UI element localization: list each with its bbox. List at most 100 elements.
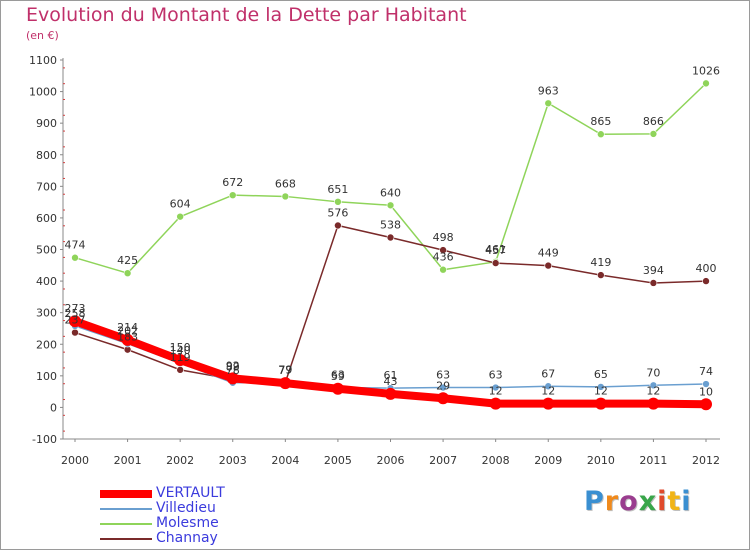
data-label-channay: 498 [433, 231, 454, 244]
data-point-vertault [69, 315, 81, 328]
data-label-villedieu: 74 [699, 365, 713, 378]
data-point-channay [649, 279, 658, 287]
data-point-vertault [331, 382, 344, 395]
data-label-molesme: 640 [380, 186, 401, 199]
data-point-vertault [174, 354, 187, 367]
data-label-villedieu: 61 [384, 369, 398, 382]
x-tick-label: 2009 [534, 454, 562, 467]
x-tick-label: 2001 [114, 454, 142, 467]
data-label-vertault: 12 [594, 385, 608, 398]
series-vertault [69, 315, 712, 411]
y-tick-label: 500 [36, 244, 57, 257]
data-point-channay [439, 246, 447, 254]
data-label-villedieu: 63 [489, 369, 503, 382]
data-label-molesme: 651 [327, 183, 348, 196]
y-tick-label: 0 [50, 401, 57, 414]
data-point-molesme [544, 99, 553, 108]
y-tick-label: -100 [32, 433, 57, 446]
data-point-channay [491, 259, 500, 267]
x-tick-label: 2000 [61, 454, 89, 467]
data-label-molesme: 865 [590, 115, 611, 128]
data-label-villedieu: 63 [331, 369, 345, 382]
data-label-villedieu: 258 [65, 307, 86, 320]
y-tick-label: 600 [36, 212, 57, 225]
data-label-vertault: 43 [384, 375, 398, 388]
x-tick-label: 2002 [166, 454, 194, 467]
data-point-vertault [226, 372, 239, 385]
data-label-villedieu: 67 [541, 367, 555, 380]
data-label-channay: 449 [538, 247, 559, 260]
x-tick-label: 2006 [377, 454, 405, 467]
data-label-channay: 400 [696, 262, 717, 275]
data-point-molesme [649, 130, 658, 138]
data-label-molesme: 668 [275, 177, 296, 190]
legend-label-molesme: Molesme [156, 515, 219, 531]
data-label-channay: 89 [226, 360, 240, 373]
data-label-molesme: 604 [170, 198, 191, 211]
x-tick-label: 2010 [587, 454, 615, 467]
data-label-villedieu: 65 [594, 368, 608, 381]
legend-swatch-channay [100, 538, 152, 540]
data-label-channay: 237 [65, 314, 86, 327]
legend-label-vertault: VERTAULT [156, 485, 225, 501]
data-label-villedieu: 140 [170, 344, 191, 357]
data-point-molesme [281, 192, 290, 201]
x-tick-label: 2008 [482, 454, 510, 467]
y-tick-label: 1100 [29, 54, 57, 67]
y-tick-label: 900 [36, 117, 57, 130]
data-label-molesme: 436 [433, 251, 454, 264]
series-molesme [71, 79, 710, 277]
data-point-vertault [437, 392, 450, 405]
data-label-channay: 183 [117, 331, 138, 344]
y-tick-label: 200 [36, 338, 57, 351]
data-label-channay: 79 [278, 363, 292, 376]
chart-title: Evolution du Montant de la Dette par Hab… [26, 4, 467, 26]
data-label-vertault: 12 [541, 385, 555, 398]
y-tick-label: 1000 [29, 86, 57, 99]
data-label-vertault: 92 [226, 359, 240, 372]
data-point-villedieu [597, 383, 605, 391]
data-label-channay: 119 [170, 351, 191, 364]
data-label-vertault: 150 [170, 341, 191, 354]
data-point-channay [544, 261, 553, 270]
data-point-molesme [334, 198, 342, 206]
data-point-molesme [597, 130, 605, 139]
data-point-molesme [702, 79, 710, 88]
data-label-vertault: 12 [646, 385, 660, 398]
x-tick-label: 2007 [429, 454, 457, 467]
logo-letter: P [584, 486, 605, 517]
data-label-molesme: 461 [485, 243, 506, 256]
data-point-molesme [71, 253, 79, 262]
data-point-channay [597, 271, 605, 279]
data-point-channay [702, 277, 710, 285]
data-point-channay [386, 233, 395, 242]
x-tick-label: 2004 [271, 454, 299, 467]
data-point-villedieu [544, 382, 553, 391]
data-label-channay: 457 [485, 244, 506, 257]
data-point-villedieu [491, 383, 500, 392]
series-channay [71, 221, 710, 387]
data-label-vertault: 29 [436, 379, 450, 392]
legend-swatch-vertault [100, 490, 152, 498]
y-tick-label: 700 [36, 180, 57, 193]
data-label-vertault: 10 [699, 385, 713, 398]
y-tick-label: 400 [36, 275, 57, 288]
data-point-molesme [123, 269, 132, 277]
chart-subtitle: (en €) [26, 29, 59, 42]
data-point-channay [334, 221, 342, 230]
data-label-villedieu: 70 [646, 366, 660, 379]
series-line-molesme [74, 82, 707, 274]
data-point-villedieu [702, 380, 710, 388]
data-point-vertault [594, 397, 607, 410]
logo-letter: t [667, 486, 682, 517]
data-label-channay: 419 [590, 256, 611, 269]
data-label-vertault: 12 [489, 385, 503, 398]
data-point-villedieu [439, 383, 447, 392]
data-label-villedieu: 63 [436, 369, 450, 382]
data-label-villedieu: 202 [117, 325, 138, 338]
x-tick-label: 2005 [324, 454, 352, 467]
y-tick-label: 300 [36, 307, 57, 320]
data-label-vertault: 273 [65, 302, 86, 315]
data-label-molesme: 672 [222, 176, 243, 189]
x-tick-label: 2012 [692, 454, 720, 467]
